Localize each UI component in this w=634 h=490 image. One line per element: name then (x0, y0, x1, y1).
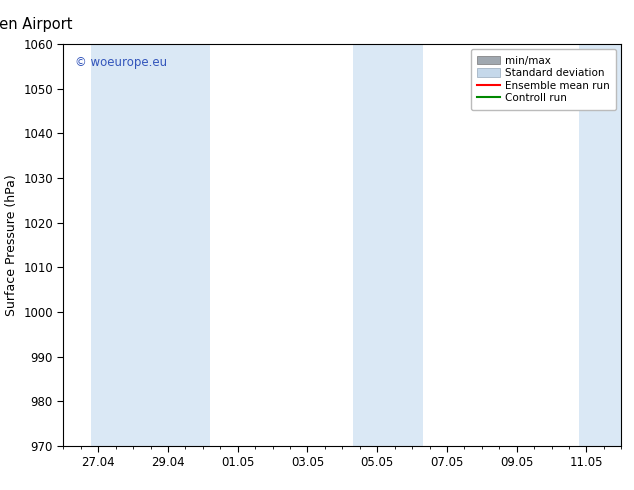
Legend: min/max, Standard deviation, Ensemble mean run, Controll run: min/max, Standard deviation, Ensemble me… (470, 49, 616, 110)
Bar (579, 44, 621, 446)
Text: CMC-ENS Time Series Aberdeen Airport: CMC-ENS Time Series Aberdeen Airport (0, 17, 73, 32)
Bar (377, 44, 422, 446)
Bar (353, 44, 377, 446)
Y-axis label: Surface Pressure (hPa): Surface Pressure (hPa) (4, 174, 18, 316)
Bar (91, 44, 140, 446)
Bar (140, 44, 210, 446)
Text: © woeurope.eu: © woeurope.eu (75, 56, 167, 69)
